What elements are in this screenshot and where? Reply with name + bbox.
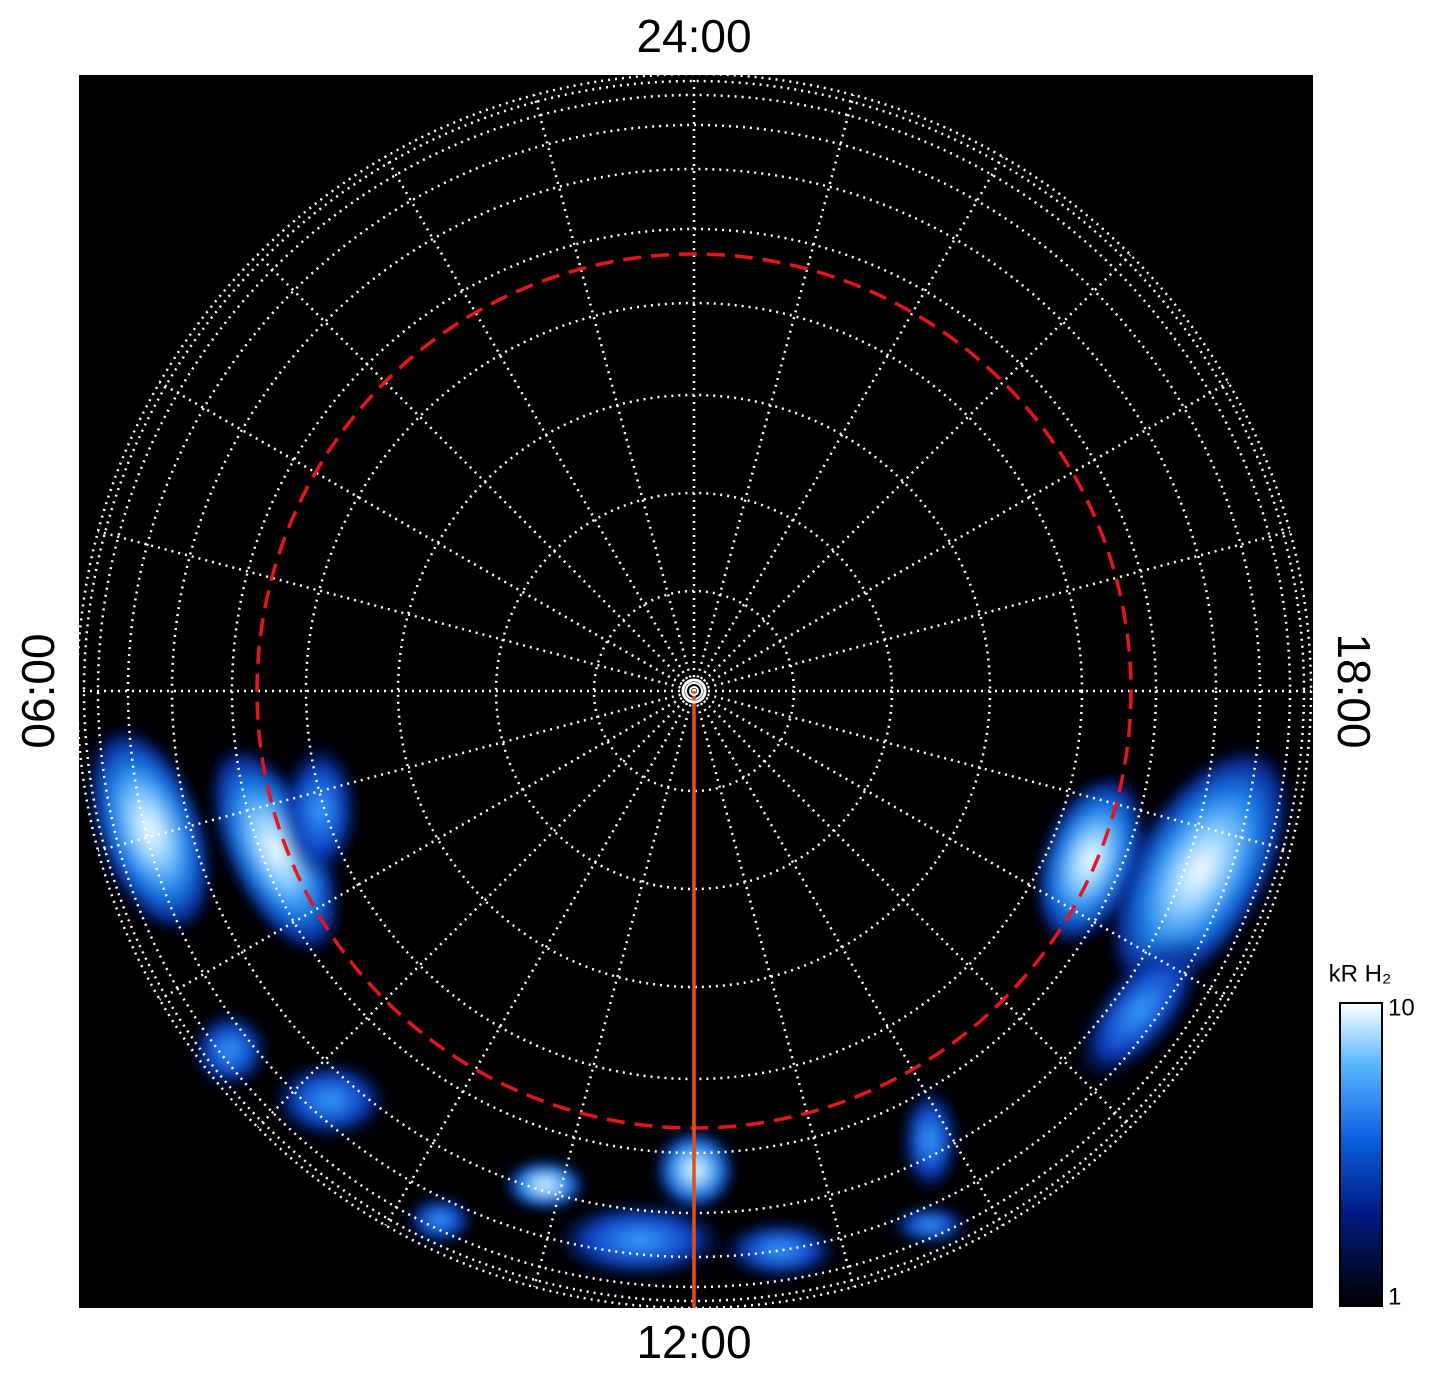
grid-spoke	[159, 381, 695, 693]
pole-dot	[689, 686, 699, 696]
pole-ring	[681, 678, 707, 704]
grid-spoke	[693, 689, 1229, 1001]
grid-spoke	[693, 690, 1132, 1129]
grid-spoke	[693, 253, 1132, 692]
grid-spoke	[692, 94, 855, 692]
grid-spoke	[97, 689, 695, 852]
emission	[86, 724, 1293, 1280]
grid-spoke	[693, 689, 1291, 852]
right-label: 18:00	[1328, 633, 1380, 748]
grid-spoke	[159, 689, 695, 1001]
colorbar	[1339, 1002, 1383, 1307]
colorbar-tick-label: 1	[1388, 1283, 1401, 1310]
left-label: 06:00	[12, 633, 64, 748]
plot-area	[79, 75, 1313, 1308]
bottom-label: 12:00	[636, 1316, 751, 1368]
grid-spoke	[256, 253, 695, 692]
grid-spoke	[533, 94, 696, 692]
grid-spoke	[384, 690, 696, 1226]
grid-spoke	[97, 530, 695, 693]
grid-spoke	[384, 156, 696, 692]
grid-spoke	[692, 690, 1004, 1226]
grid-spoke	[693, 530, 1291, 693]
grid-spoke	[533, 690, 696, 1288]
grid-spoke	[693, 381, 1229, 693]
grid-circle	[126, 123, 1262, 1259]
grid-spoke	[256, 690, 695, 1129]
grid-spoke	[692, 690, 855, 1288]
grid-spoke	[692, 156, 1004, 692]
colorbar-label: kR H₂	[1329, 960, 1392, 987]
top-label: 24:00	[636, 10, 751, 62]
colorbar-tick-label: 10	[1388, 994, 1415, 1021]
